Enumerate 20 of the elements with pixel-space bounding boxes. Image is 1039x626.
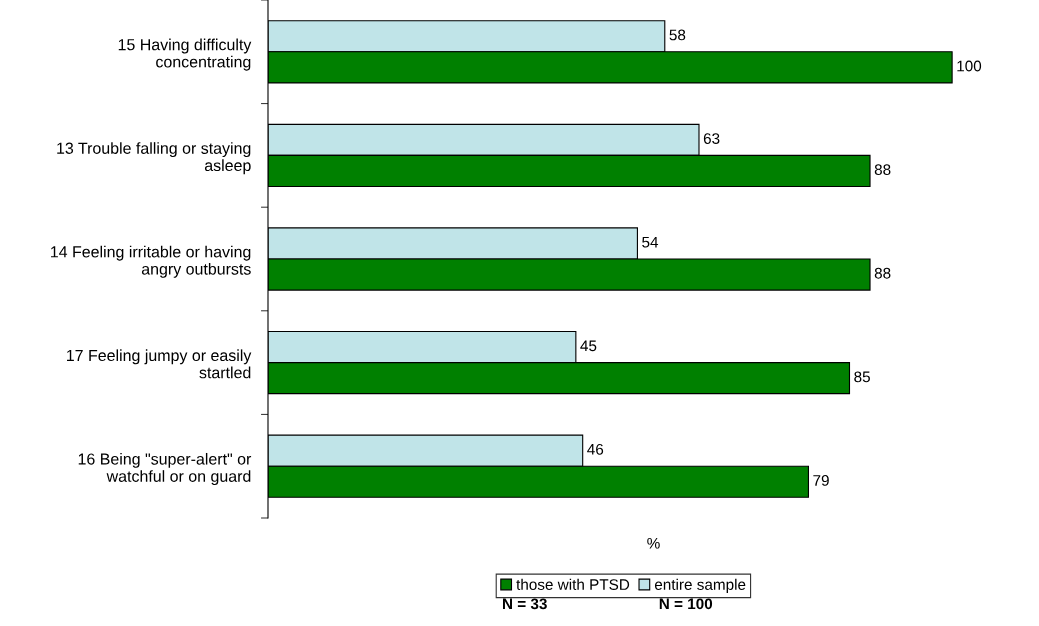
- data-label: 88: [874, 267, 891, 279]
- y-tick-label: 16 Being "super-alert" or watchful or on guard: [78, 452, 252, 486]
- y-tick-label: 17 Feeling jumpy or easily startled: [67, 349, 252, 379]
- data-label: 58: [669, 29, 686, 41]
- x-axis-title: %: [647, 537, 660, 549]
- text: N = 33: [503, 598, 547, 610]
- data-label: 46: [587, 443, 604, 455]
- y-tick-label: 13 Trouble falling or staying asleep: [57, 142, 251, 175]
- legend-label: those with PTSD: [516, 578, 630, 590]
- text: N = 100: [659, 598, 713, 610]
- data-label: 88: [874, 164, 891, 176]
- data-label: 100: [957, 60, 982, 72]
- data-label: 85: [854, 371, 870, 383]
- data-label: 79: [813, 475, 829, 486]
- data-label: 63: [703, 133, 720, 144]
- legend-label: entire sample: [654, 578, 746, 593]
- y-tick-label: 15 Having difficulty concentrating: [118, 38, 252, 71]
- data-label: 45: [580, 340, 597, 352]
- y-tick-label: 14 Feeling irritable or having angry outbursts: [51, 245, 251, 278]
- data-label: 54: [642, 236, 659, 248]
